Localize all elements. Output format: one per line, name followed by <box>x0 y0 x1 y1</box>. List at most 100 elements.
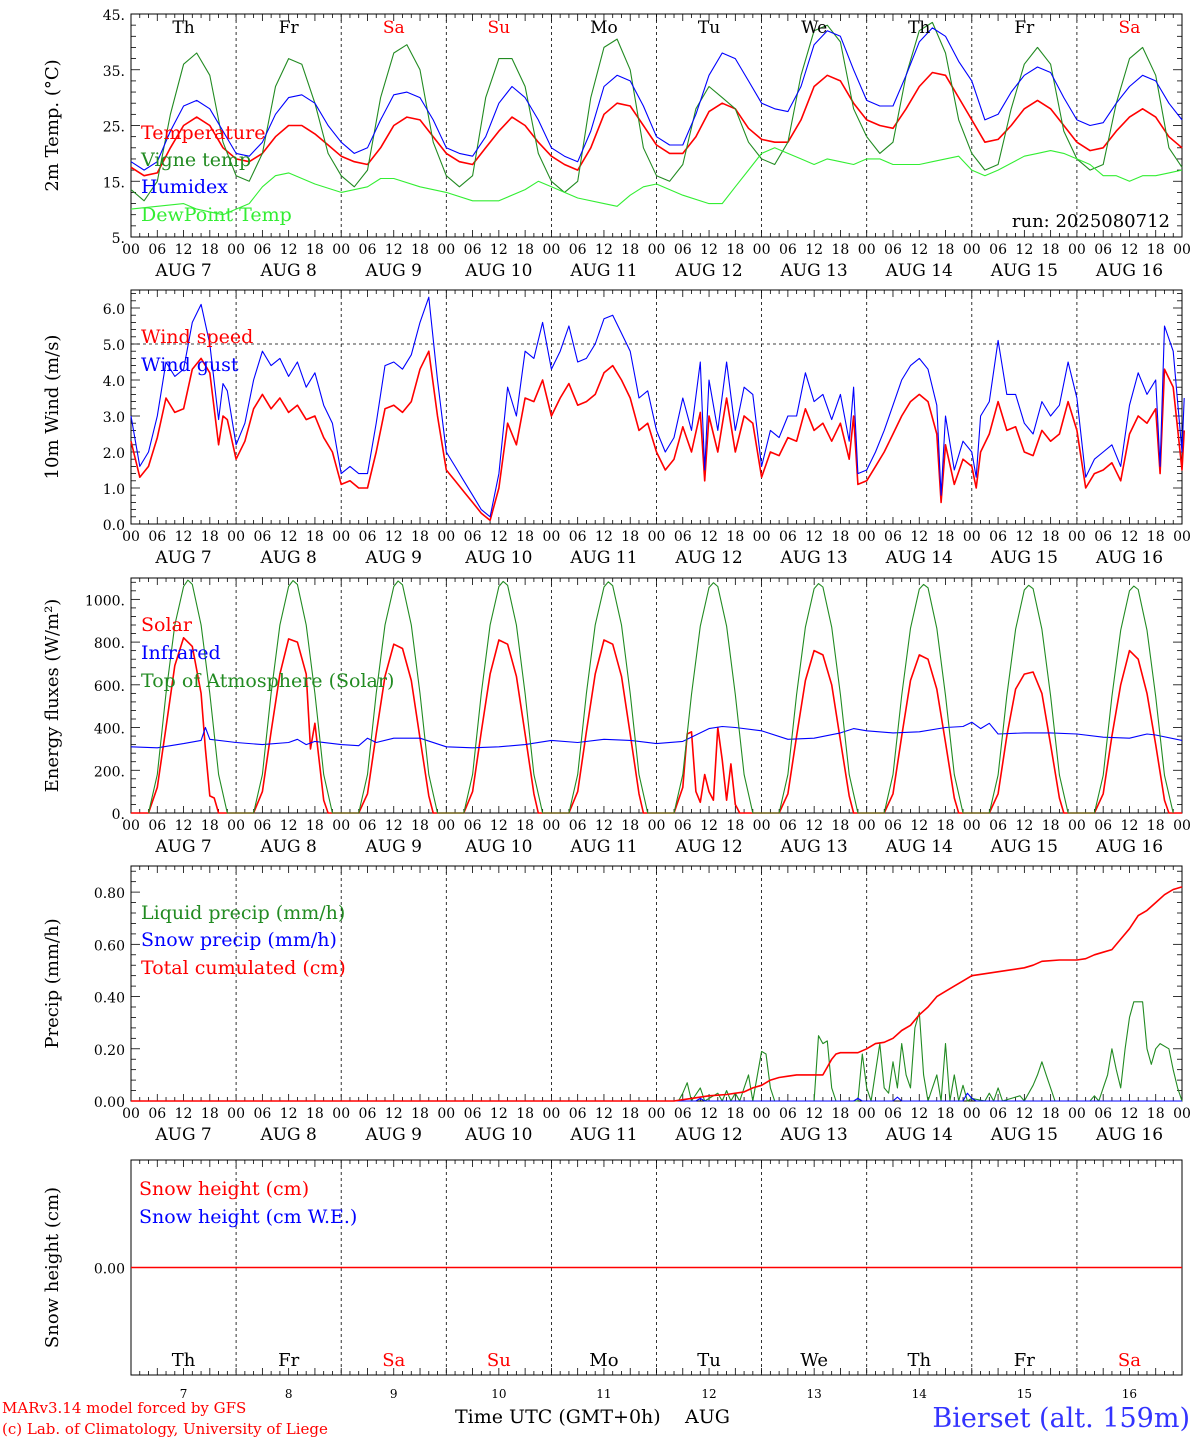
y-tick-label: 0.00 <box>94 1095 125 1111</box>
weekday-label: We <box>801 18 827 38</box>
x-hour-label: 00 <box>1068 242 1086 258</box>
x-hour-label: 06 <box>989 529 1007 545</box>
x-hour-label: 18 <box>621 818 639 834</box>
weekday-label: Fr <box>1014 1350 1035 1371</box>
x-date-label: AUG 12 <box>674 837 742 857</box>
x-hour-label: 06 <box>253 818 271 834</box>
legend-entry: Total cumulated (cm) <box>141 957 346 979</box>
x-hour-label: 00 <box>332 529 350 545</box>
x-hour-label: 00 <box>437 529 455 545</box>
x-date-label: AUG 14 <box>885 261 953 281</box>
x-hour-label: 06 <box>989 1106 1007 1122</box>
x-hour-label: 12 <box>490 529 508 545</box>
x-hour-label: 06 <box>464 1106 482 1122</box>
x-hour-label: 12 <box>280 529 298 545</box>
y-tick-label: 45. <box>103 8 125 24</box>
x-hour-label: 00 <box>437 1106 455 1122</box>
day-number-label: 12 <box>701 1387 716 1401</box>
x-hour-label: 12 <box>910 1106 928 1122</box>
y-tick-label: 1.0 <box>103 482 125 498</box>
day-number-label: 10 <box>491 1387 506 1401</box>
x-hour-label: 18 <box>411 242 429 258</box>
y-tick-label: 2.0 <box>103 446 125 462</box>
y-axis-label: Snow height (cm) <box>42 1187 63 1348</box>
x-hour-label: 18 <box>937 529 955 545</box>
legend-entry: Snow precip (mm/h) <box>141 929 337 951</box>
x-date-label: AUG 10 <box>464 261 532 281</box>
series-line-temperature <box>130 71 1183 177</box>
legend-entry: Snow height (cm) <box>139 1178 309 1200</box>
x-hour-label: 12 <box>700 1106 718 1122</box>
x-hour-label: 00 <box>437 818 455 834</box>
x-hour-label: 00 <box>122 529 140 545</box>
x-hour-label: 00 <box>963 1106 981 1122</box>
x-hour-label: 12 <box>385 529 403 545</box>
series-line-humidex <box>130 27 1183 171</box>
x-hour-label: 12 <box>1015 1106 1033 1122</box>
x-date-label: AUG 16 <box>1095 261 1163 281</box>
day-number-label: 11 <box>596 1387 611 1401</box>
weekday-label: Fr <box>278 1350 299 1371</box>
x-hour-label: 18 <box>306 818 324 834</box>
x-hour-label: 06 <box>1094 242 1112 258</box>
x-hour-label: 06 <box>1094 818 1112 834</box>
x-hour-label: 00 <box>858 529 876 545</box>
x-hour-label: 06 <box>1094 1106 1112 1122</box>
x-date-label: AUG 14 <box>885 548 953 568</box>
legend-entry: Wind gust <box>141 354 239 376</box>
x-hour-label: 12 <box>490 242 508 258</box>
x-date-label: AUG 15 <box>990 548 1058 568</box>
weekday-label: Sa <box>1119 18 1141 38</box>
legend-entry: Wind speed <box>141 326 253 348</box>
x-hour-label: 06 <box>674 818 692 834</box>
x-hour-label: 12 <box>175 242 193 258</box>
x-hour-label: 18 <box>726 242 744 258</box>
x-hour-label: 18 <box>411 818 429 834</box>
x-hour-label: 00 <box>332 1106 350 1122</box>
legend-entry: Liquid precip (mm/h) <box>141 902 345 924</box>
x-hour-label: 06 <box>779 818 797 834</box>
x-hour-label: 12 <box>595 818 613 834</box>
series-line-vigne-temp <box>130 21 1183 202</box>
x-hour-label: 00 <box>542 1106 560 1122</box>
x-hour-label: 00 <box>858 242 876 258</box>
day-number-label: 15 <box>1017 1387 1032 1401</box>
x-hour-label: 00 <box>1173 242 1191 258</box>
series-line-wind-gust <box>130 296 1185 518</box>
x-hour-label: 06 <box>464 529 482 545</box>
panel-precip: 0.00 0.20 0.40 0.60 0.80 Precip (mm/h) Liquid … <box>42 865 1191 1145</box>
x-hour-label: 06 <box>569 529 587 545</box>
x-date-label: AUG 9 <box>365 1125 422 1145</box>
legend-entry: Vigne temp <box>140 149 251 171</box>
x-date-label: AUG 14 <box>885 1125 953 1145</box>
y-tick-label: 3.0 <box>103 410 125 426</box>
x-hour-label: 06 <box>359 1106 377 1122</box>
x-hour-label: 00 <box>858 818 876 834</box>
x-hour-label: 06 <box>148 529 166 545</box>
x-hour-label: 06 <box>148 242 166 258</box>
x-date-label: AUG 13 <box>780 837 848 857</box>
x-hour-label: 00 <box>753 1106 771 1122</box>
x-hour-label: 06 <box>884 1106 902 1122</box>
x-hour-label: 18 <box>201 1106 219 1122</box>
y-tick-label: 600. <box>94 679 125 695</box>
x-hour-label: 18 <box>621 242 639 258</box>
x-date-label: AUG 13 <box>780 1125 848 1145</box>
day-number-label: 7 <box>180 1387 188 1401</box>
x-hour-label: 12 <box>490 818 508 834</box>
x-date-label: AUG 7 <box>154 837 211 857</box>
x-hour-label: 12 <box>1015 818 1033 834</box>
x-hour-label: 12 <box>1121 818 1139 834</box>
x-hour-label: 12 <box>595 1106 613 1122</box>
x-hour-label: 00 <box>542 818 560 834</box>
x-hour-label: 06 <box>148 818 166 834</box>
x-hour-label: 06 <box>884 242 902 258</box>
panel-temp: 5. 15. 25. 35. 45. 2m Temp. (°C) Temperature Vi… <box>42 8 1191 281</box>
weekday-label: Th <box>172 1350 196 1371</box>
x-hour-label: 18 <box>516 818 534 834</box>
x-date-label: AUG 10 <box>464 837 532 857</box>
weekday-label: Tu <box>697 1350 721 1371</box>
x-hour-label: 12 <box>280 1106 298 1122</box>
x-hour-label: 12 <box>805 818 823 834</box>
x-date-label: AUG 16 <box>1095 548 1163 568</box>
